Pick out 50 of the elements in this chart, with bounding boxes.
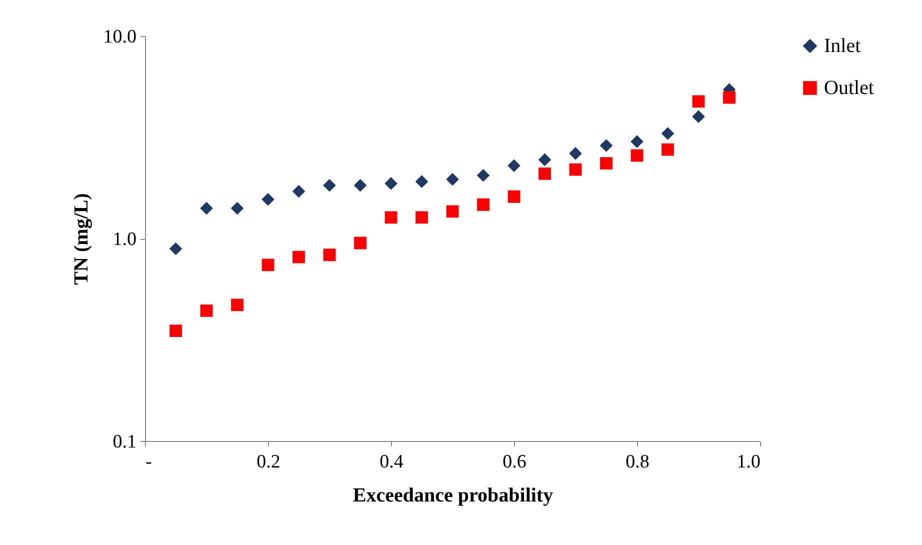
y-tick-label: 10.0: [103, 26, 136, 48]
point: [231, 202, 244, 214]
point: [354, 236, 366, 250]
point: [662, 143, 674, 156]
point: [416, 211, 428, 224]
y-tick-label: 0.1: [112, 432, 136, 452]
legend-label: Inlet: [824, 35, 862, 57]
legend-label: Outlet: [824, 77, 874, 99]
point: [323, 248, 336, 262]
point: [600, 139, 612, 152]
point: [630, 149, 644, 162]
point: [723, 91, 736, 104]
point: [600, 157, 612, 170]
point: [508, 190, 520, 203]
point: [446, 205, 459, 218]
point: [231, 298, 244, 312]
point: [477, 198, 490, 211]
x-tick-label: 0.6: [502, 452, 526, 472]
y-axis-title: TN (mg/L): [70, 193, 92, 285]
point: [692, 110, 705, 123]
point: [170, 324, 182, 338]
x-tick-label: 0.8: [626, 452, 650, 472]
point: [292, 185, 305, 198]
point: [200, 304, 213, 317]
point: [538, 153, 551, 166]
point: [200, 202, 213, 214]
point: [354, 179, 366, 192]
point: [538, 167, 551, 180]
point: [446, 173, 459, 186]
point: [262, 193, 274, 206]
point: [384, 177, 398, 190]
x-tick-label: -: [146, 452, 152, 472]
point: [569, 163, 582, 176]
point: [662, 127, 674, 140]
point: [416, 175, 428, 188]
x-tick-label: 0.4: [380, 452, 404, 472]
point: [292, 250, 305, 264]
point: [384, 211, 398, 224]
point: [569, 147, 582, 160]
point: [692, 95, 705, 108]
x-axis-title: Exceedance probability: [352, 484, 554, 506]
x-tick-label: 0.2: [256, 452, 280, 472]
point: [477, 169, 490, 182]
point: [262, 258, 274, 272]
point: [170, 242, 182, 255]
y-tick-label: 1.0: [112, 229, 136, 250]
point: [630, 135, 644, 148]
point: [323, 179, 336, 192]
point: [508, 159, 520, 172]
x-tick-label: 1.0: [736, 452, 760, 472]
